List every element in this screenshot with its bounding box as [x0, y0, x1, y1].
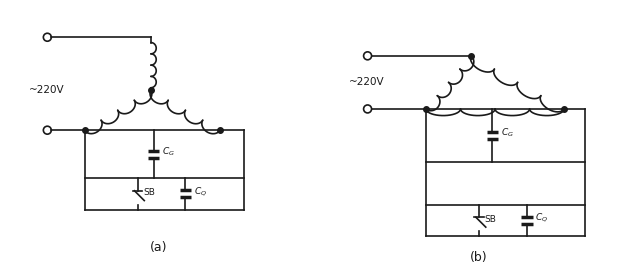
Text: SB: SB [484, 215, 496, 224]
Text: $C_G$: $C_G$ [162, 145, 175, 158]
Text: $C_Q$: $C_Q$ [535, 211, 549, 224]
Text: ~220V: ~220V [29, 85, 64, 95]
Text: $C_Q$: $C_Q$ [194, 185, 207, 198]
Text: $C_G$: $C_G$ [501, 127, 514, 139]
Text: (a): (a) [150, 241, 168, 254]
Text: SB: SB [143, 188, 155, 197]
Text: ~220V: ~220V [349, 78, 385, 87]
Text: (b): (b) [470, 251, 488, 264]
